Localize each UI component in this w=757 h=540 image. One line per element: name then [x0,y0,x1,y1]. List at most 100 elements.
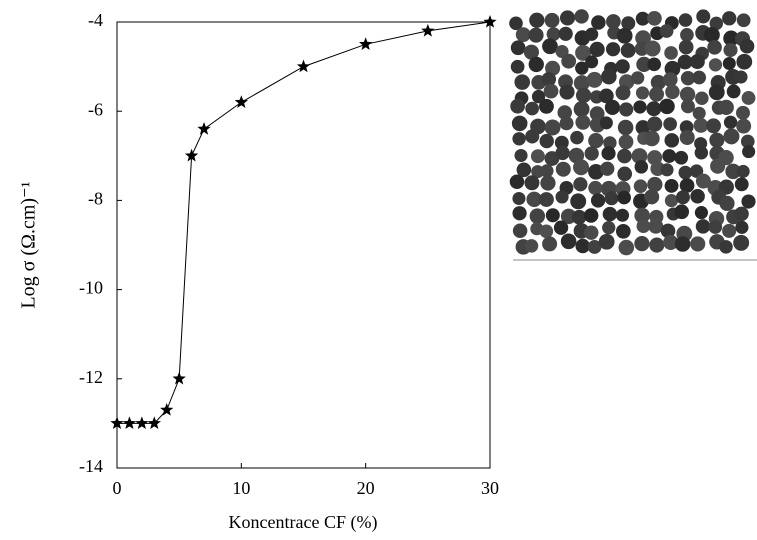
particle [723,115,738,129]
star-marker [110,416,124,430]
particle [644,40,661,57]
particle-image [509,9,757,261]
particle [524,239,539,253]
particle [643,130,660,147]
particle [510,59,525,74]
particle [707,40,722,55]
star-marker [197,122,211,135]
particle [690,188,705,204]
particle [514,149,528,163]
particle [722,223,737,238]
particle [722,57,736,71]
particle [585,27,599,41]
particle [662,72,678,87]
series-line [117,21,491,424]
particle [678,13,693,27]
particle [546,27,561,42]
particle [631,148,648,164]
particle [570,193,587,210]
particle [583,208,599,223]
particle [726,84,741,99]
particle [722,11,737,26]
particle [512,132,526,146]
particle [631,71,645,85]
particle [528,56,544,73]
particle [635,120,651,135]
particle [509,16,523,31]
star-marker [184,148,199,162]
particle [674,236,691,252]
particle [573,75,590,92]
particle [725,163,741,180]
particle [664,46,678,60]
x-tick-label: 30 [481,478,499,498]
particle [588,163,604,180]
particle [694,206,708,220]
particle [616,27,633,44]
particle [694,146,709,160]
particle [575,238,590,254]
particle [675,190,690,205]
particle [706,118,721,134]
particle [734,70,748,84]
particle [575,87,592,104]
particle [635,30,651,46]
particle [558,26,573,41]
particle [587,240,602,254]
star-marker [483,15,497,28]
particle [515,27,531,43]
particle [695,173,711,189]
particle [679,129,695,146]
particle [604,191,619,206]
y-tick-label: -4 [88,10,103,30]
particle [557,105,573,120]
particle [589,106,605,122]
particle [542,38,558,55]
particle [540,175,556,191]
particle [606,14,621,29]
particle [620,43,636,58]
particle [647,150,663,166]
particle [615,223,631,239]
particle [605,42,621,57]
particle [525,101,539,116]
particle [526,191,542,208]
particle [615,85,631,101]
x-axis-label: Koncentrace CF (%) [229,512,378,533]
particle [649,237,665,253]
particle [574,9,589,24]
star-marker [135,416,149,430]
particle [679,178,695,193]
particle [742,145,756,159]
particle [635,86,650,100]
star-marker [122,416,137,430]
particle [618,134,634,150]
particle [559,116,574,131]
particle [538,98,554,114]
particle [695,91,709,106]
particle [740,134,755,149]
particle [516,162,532,178]
particle [709,16,724,31]
particle [523,44,539,60]
particle [635,11,650,26]
particle [634,236,650,252]
particle [538,192,554,207]
particle [524,175,540,191]
particle [741,91,756,105]
particle [603,136,617,150]
particle [735,220,749,234]
star-marker [160,403,174,416]
particle [634,160,649,174]
particle [617,148,632,164]
particle [514,74,531,90]
particle [529,12,545,28]
particle [704,27,720,43]
particle [617,119,634,136]
particle [584,225,599,240]
particle [680,99,695,114]
particle [530,149,545,164]
particle [660,223,676,239]
particle [573,101,590,118]
